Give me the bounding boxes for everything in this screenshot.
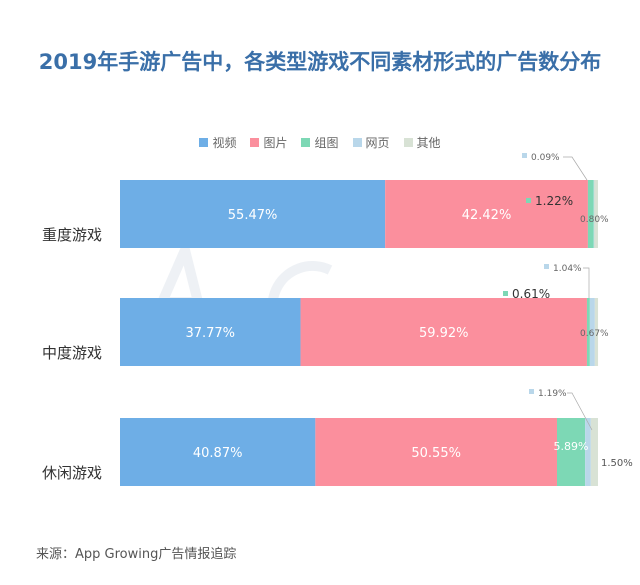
legend-item: 图片: [250, 134, 287, 151]
category-label: 中度游戏: [42, 344, 102, 362]
legend-item: 网页: [352, 134, 390, 151]
legend-label: 组图: [314, 136, 339, 150]
label-marker: [544, 264, 549, 269]
legend-label: 网页: [365, 136, 390, 150]
data-label: 0.61%: [512, 287, 550, 301]
legend-swatch: [199, 138, 209, 147]
bar-segment: [120, 180, 386, 248]
legend-item: 组图: [301, 134, 339, 151]
label-marker: [526, 198, 531, 203]
legend-item: 其他: [403, 134, 441, 151]
bar-segment: [315, 418, 557, 486]
legend-swatch: [250, 138, 260, 147]
data-label: 1.19%: [538, 389, 567, 399]
bar-segment: [120, 298, 301, 366]
data-label: 1.50%: [601, 458, 633, 469]
data-label: 37.77%: [185, 326, 235, 341]
legend-label: 图片: [263, 136, 288, 150]
data-label: 50.55%: [411, 446, 461, 461]
source-note: 来源：App Growing广告情报追踪: [36, 547, 237, 562]
bar-segment: [385, 180, 588, 248]
legend: 视频 图片 组图 网页 其他: [0, 134, 640, 151]
category-label: 休闲游戏: [42, 464, 102, 482]
legend-swatch: [403, 138, 413, 147]
bar-segment: [585, 418, 591, 486]
data-label: 0.67%: [580, 329, 609, 339]
data-label: 42.42%: [462, 208, 512, 223]
data-label: 40.87%: [193, 446, 243, 461]
data-label: 5.89%: [554, 440, 589, 453]
legend-swatch: [301, 138, 311, 147]
data-label: 1.22%: [535, 194, 573, 208]
bar-segment: [120, 418, 316, 486]
leader-line: [563, 156, 588, 181]
leader-line: [567, 392, 593, 431]
label-marker: [522, 153, 527, 158]
label-marker: [529, 389, 534, 394]
chart-title: 2019年手游广告中，各类型游戏不同素材形式的广告数分布: [38, 50, 602, 74]
label-marker: [503, 291, 508, 296]
category-label: 重度游戏: [42, 226, 102, 244]
bar-segment: [587, 180, 594, 248]
bar-segment: [594, 180, 598, 248]
leader-line: [583, 267, 590, 298]
bar-segment: [593, 180, 595, 248]
bar-segment: [300, 298, 587, 366]
bar-segment: [594, 298, 599, 366]
legend-label: 其他: [416, 136, 441, 150]
bar-segment: [586, 298, 590, 366]
bar-segment: [556, 418, 586, 486]
legend-label: 视频: [212, 136, 237, 150]
legend-item: 视频: [199, 134, 236, 151]
data-label: 0.80%: [580, 215, 609, 225]
data-label: 59.92%: [419, 326, 469, 341]
data-label: 55.47%: [228, 208, 278, 223]
data-label: 0.09%: [531, 153, 560, 163]
bar-segment: [589, 298, 595, 366]
bar-segment: [590, 418, 598, 486]
data-label: 1.04%: [553, 264, 582, 274]
legend-swatch: [352, 138, 362, 147]
